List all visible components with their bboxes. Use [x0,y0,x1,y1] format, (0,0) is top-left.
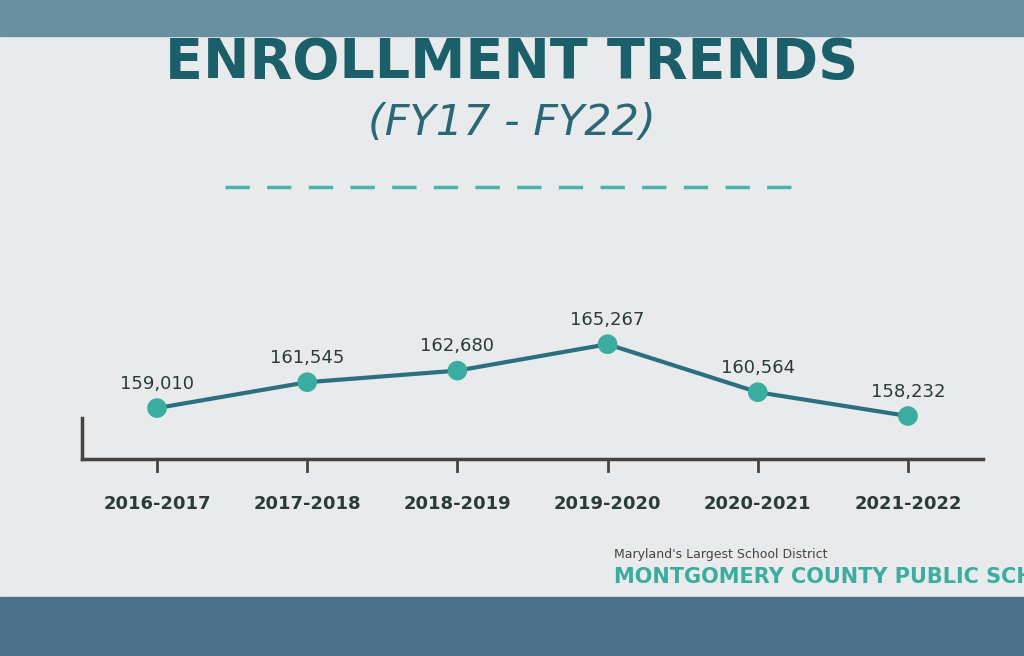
Text: (FY17 - FY22): (FY17 - FY22) [368,102,656,144]
Point [299,377,315,388]
Text: 2019-2020: 2019-2020 [554,495,662,513]
Point [599,339,615,350]
Point [450,365,466,376]
Text: 160,564: 160,564 [721,359,795,377]
Text: 162,680: 162,680 [421,337,495,356]
Text: 2016-2017: 2016-2017 [103,495,211,513]
Text: 165,267: 165,267 [570,311,645,329]
Text: Maryland's Largest School District: Maryland's Largest School District [614,548,827,561]
Text: MONTGOMERY COUNTY PUBLIC SCHOOLS: MONTGOMERY COUNTY PUBLIC SCHOOLS [614,567,1024,587]
Text: 161,545: 161,545 [270,349,344,367]
Text: 159,010: 159,010 [120,375,194,393]
Text: 2020-2021: 2020-2021 [705,495,811,513]
Text: 2018-2019: 2018-2019 [403,495,511,513]
Point [148,403,165,413]
Text: 2021-2022: 2021-2022 [854,495,962,513]
Point [750,387,766,398]
Text: 2017-2018: 2017-2018 [253,495,361,513]
Text: 158,232: 158,232 [870,382,945,401]
Point [900,411,916,421]
Text: ENROLLMENT TRENDS: ENROLLMENT TRENDS [166,36,858,90]
